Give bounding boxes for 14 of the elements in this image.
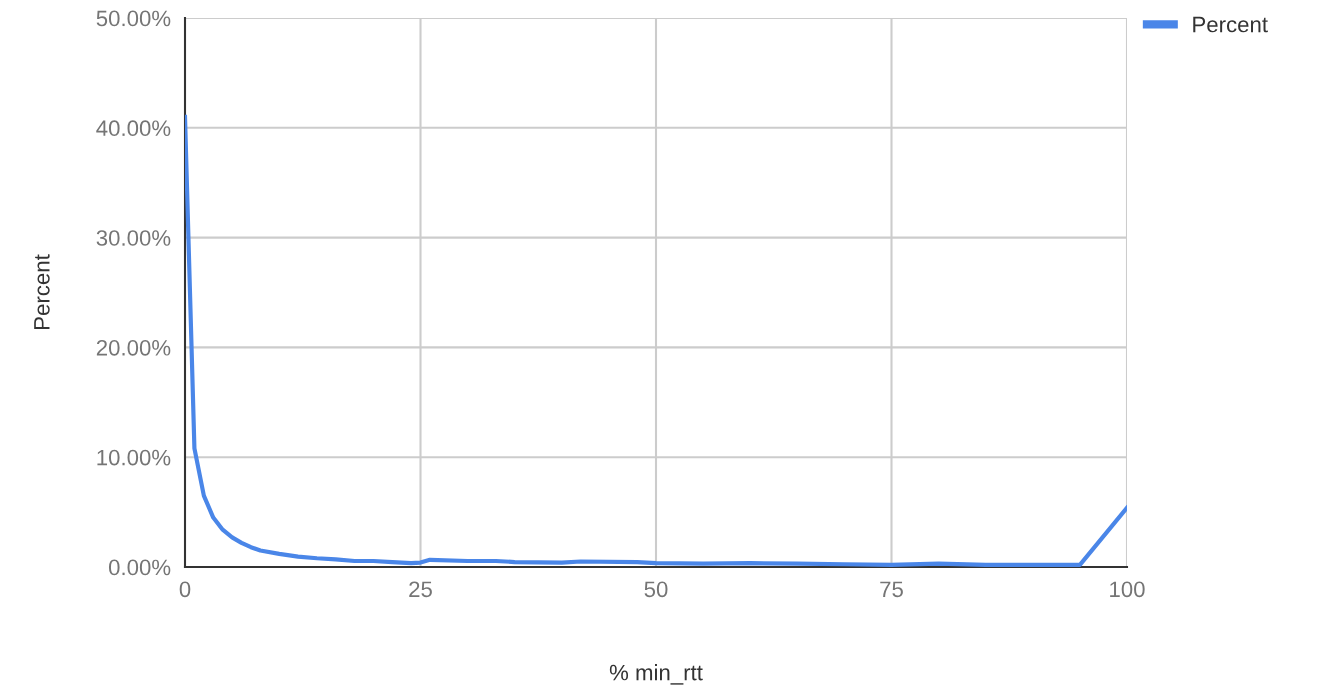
y-tick-label: 10.00% <box>97 449 171 466</box>
legend-label: Percent <box>1193 16 1268 33</box>
y-tick-label: 30.00% <box>96 230 171 246</box>
y-axis-title: Percent <box>34 254 50 329</box>
y-tick-label: 40.00% <box>96 120 171 137</box>
x-tick-label: 75 <box>880 581 903 598</box>
y-tick-label: 50.00% <box>96 10 171 27</box>
y-tick-label: 0.00% <box>108 559 171 576</box>
x-tick-label: 50 <box>644 581 668 598</box>
x-axis-title: % min_rtt <box>609 664 703 685</box>
x-tick-label: 25 <box>409 581 432 598</box>
x-tick-label: 0 <box>179 581 191 598</box>
x-tick-label: 100 <box>1110 581 1145 598</box>
y-tick-label: 20.00% <box>96 339 171 356</box>
